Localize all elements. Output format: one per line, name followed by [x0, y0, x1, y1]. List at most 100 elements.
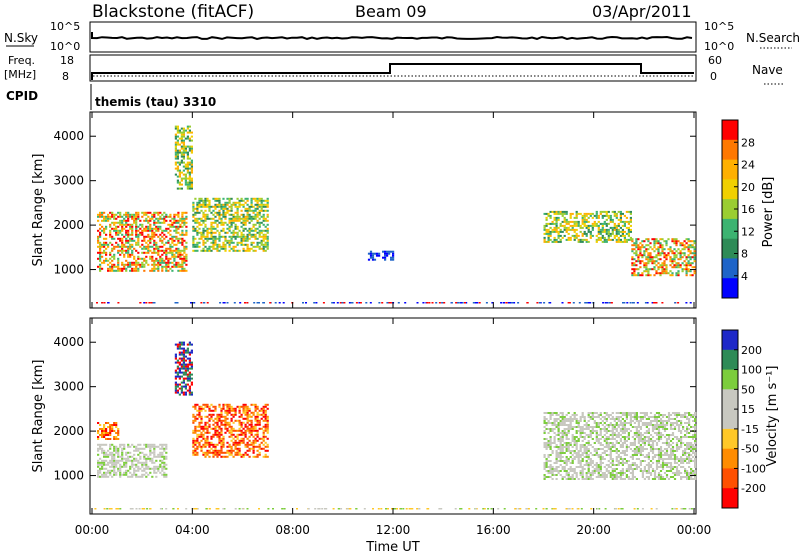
- echo-cell: [557, 438, 560, 440]
- echo-cell: [107, 302, 110, 304]
- echo-cell: [206, 421, 209, 424]
- echo-cell: [673, 260, 676, 263]
- echo-cell: [137, 459, 140, 462]
- echo-cell: [657, 456, 661, 458]
- echo-cell: [613, 424, 616, 426]
- echo-cell: [258, 203, 261, 206]
- echo-cell: [125, 237, 128, 240]
- echo-cell: [222, 213, 225, 216]
- echo-cell: [202, 213, 205, 216]
- echo-cell: [675, 416, 679, 418]
- echo-cell: [266, 437, 269, 440]
- echo-cell: [256, 455, 259, 458]
- echo-cell: [258, 451, 261, 454]
- colorbar-swatch: [722, 139, 738, 161]
- echo-cell: [131, 267, 134, 270]
- echo-cell: [252, 215, 255, 218]
- echo-cell: [117, 257, 120, 260]
- echo-cell: [175, 261, 178, 264]
- echo-cell: [635, 448, 638, 450]
- echo-cell: [565, 238, 568, 241]
- echo-cell: [262, 235, 265, 238]
- echo-cell: [129, 459, 132, 462]
- echo-cell: [192, 209, 195, 212]
- echo-cell: [635, 428, 638, 430]
- echo-cell: [143, 235, 146, 238]
- echo-cell: [635, 468, 638, 470]
- echo-cell: [202, 203, 205, 206]
- echo-cell: [242, 407, 245, 410]
- echo-cell: [266, 241, 269, 244]
- echo-cell: [200, 199, 203, 202]
- echo-cell: [147, 243, 150, 246]
- echo-cell: [182, 381, 185, 384]
- echo-cell: [555, 230, 558, 233]
- echo-cell: [597, 422, 600, 424]
- echo-cell: [597, 228, 600, 231]
- echo-cell: [577, 234, 580, 237]
- echo-cell: [115, 451, 118, 454]
- echo-cell: [216, 435, 219, 438]
- echo-cell: [597, 468, 600, 470]
- echo-cell: [649, 466, 653, 468]
- echo-cell: [145, 259, 148, 262]
- echo-cell: [621, 450, 624, 452]
- echo-cell: [177, 255, 180, 258]
- echo-cell: [685, 262, 688, 265]
- echo-cell: [236, 197, 239, 200]
- echo-cell: [671, 450, 675, 452]
- echo-cell: [693, 254, 696, 257]
- echo-cell: [113, 223, 116, 226]
- echo-cell: [595, 452, 598, 454]
- echo-cell: [633, 454, 636, 456]
- echo-cell: [149, 459, 152, 462]
- echo-cell: [206, 203, 209, 206]
- echo-cell: [260, 215, 263, 218]
- echo-cell: [626, 302, 629, 304]
- echo-cell: [143, 457, 146, 460]
- echo-cell: [569, 212, 572, 215]
- echo-cell: [135, 249, 138, 252]
- echo-cell: [206, 213, 209, 216]
- echo-cell: [125, 469, 128, 472]
- echo-cell: [135, 223, 138, 226]
- echo-cell: [127, 469, 130, 472]
- echo-cell: [561, 230, 564, 233]
- echo-cell: [216, 219, 219, 222]
- echo-cell: [611, 470, 614, 472]
- echo-cell: [184, 393, 187, 396]
- echo-cell: [111, 267, 114, 270]
- echo-cell: [575, 210, 578, 213]
- echo-cell: [645, 244, 648, 247]
- echo-cell: [234, 225, 237, 228]
- echo-cell: [240, 425, 243, 428]
- echo-cell: [248, 229, 251, 232]
- echo-cell: [214, 227, 217, 230]
- echo-cell: [169, 245, 172, 248]
- echo-cell: [565, 210, 568, 213]
- echo-cell: [585, 232, 588, 235]
- echo-cell: [587, 470, 590, 472]
- echo-cell: [655, 476, 659, 478]
- echo-cell: [252, 209, 255, 212]
- echo-cell: [536, 302, 539, 304]
- echo-cell: [577, 424, 580, 426]
- echo-cell: [577, 430, 580, 432]
- echo-cell: [601, 228, 604, 231]
- echo-cell: [571, 460, 574, 462]
- echo-cell: [214, 451, 217, 454]
- echo-cell: [655, 468, 659, 470]
- echo-cell: [633, 426, 636, 428]
- echo-cell: [125, 465, 128, 468]
- echo-cell: [256, 439, 259, 442]
- echo-cell: [573, 222, 576, 225]
- echo-cell: [200, 219, 203, 222]
- echo-cell: [242, 237, 245, 240]
- echo-cell: [639, 420, 642, 422]
- echo-cell: [561, 220, 564, 223]
- nsearch-label: N.Search: [746, 31, 800, 45]
- echo-cell: [224, 421, 227, 424]
- echo-cell: [125, 259, 128, 262]
- echo-cell: [192, 213, 195, 216]
- echo-cell: [661, 478, 665, 480]
